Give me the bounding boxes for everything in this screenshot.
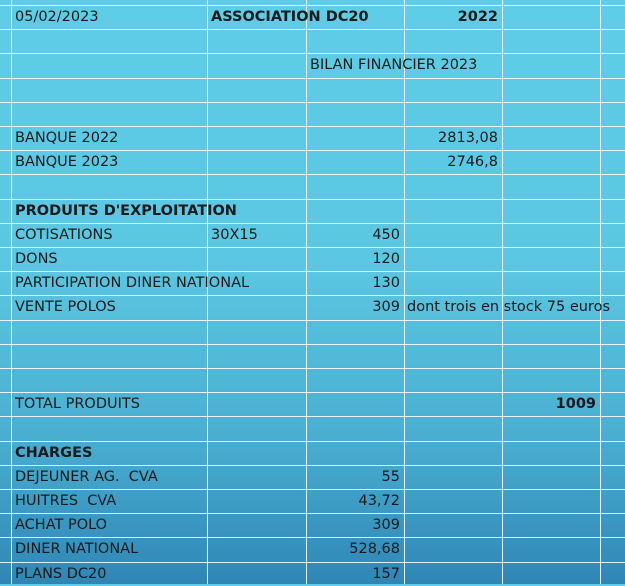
vente-polos-note[interactable]: dont trois en stock 75 euros <box>407 299 610 315</box>
grid-row-line <box>0 513 625 514</box>
grid-row-line <box>0 102 625 103</box>
year-cell[interactable]: 2022 <box>457 9 498 25</box>
grid-column-line <box>404 0 405 584</box>
bilan-title-cell[interactable]: BILAN FINANCIER 2023 <box>310 57 478 73</box>
banque-2022-value[interactable]: 2813,08 <box>438 130 498 146</box>
vente-polos-value[interactable]: 309 <box>372 299 400 315</box>
dejeuner-value[interactable]: 55 <box>381 469 400 485</box>
plans-dc20-label[interactable]: PLANS DC20 <box>15 566 107 582</box>
dons-value[interactable]: 120 <box>372 251 400 267</box>
total-produits-value[interactable]: 1009 <box>555 396 596 412</box>
grid-row-line <box>0 562 625 563</box>
grid-row-line <box>0 320 625 321</box>
diner-national-value[interactable]: 528,68 <box>349 541 400 557</box>
dejeuner-label[interactable]: DEJEUNER AG. CVA <box>15 469 158 485</box>
date-cell[interactable]: 05/02/2023 <box>15 9 99 25</box>
grid-row-line <box>0 392 625 393</box>
banque-2022-label[interactable]: BANQUE 2022 <box>15 130 119 146</box>
participation-label[interactable]: PARTICIPATION DINER NATIONAL <box>15 275 250 291</box>
grid-column-line <box>502 0 503 584</box>
grid-row-line <box>0 5 625 6</box>
cotisations-value[interactable]: 450 <box>372 227 400 243</box>
grid-column-line <box>306 0 307 584</box>
huitres-value[interactable]: 43,72 <box>358 493 400 509</box>
association-title-cell[interactable]: ASSOCIATION DC20 <box>211 9 369 25</box>
grid-row-line <box>0 126 625 127</box>
achat-polo-label[interactable]: ACHAT POLO <box>15 517 108 533</box>
grid-row-line <box>0 150 625 151</box>
grid-row-line <box>0 223 625 224</box>
grid-row-line <box>0 199 625 200</box>
produits-title-cell[interactable]: PRODUITS D'EXPLOITATION <box>15 203 237 219</box>
grid-row-line <box>0 489 625 490</box>
huitres-label[interactable]: HUITRES CVA <box>15 493 117 509</box>
charges-title-cell[interactable]: CHARGES <box>15 445 93 461</box>
grid-row-line <box>0 174 625 175</box>
grid-row-line <box>0 247 625 248</box>
grid-row-line <box>0 29 625 30</box>
plans-dc20-value[interactable]: 157 <box>372 566 400 582</box>
grid-row-line <box>0 271 625 272</box>
grid-row-line <box>0 53 625 54</box>
grid-column-line <box>600 0 601 584</box>
grid-row-line <box>0 465 625 466</box>
grid-row-line <box>0 416 625 417</box>
grid-row-line <box>0 295 625 296</box>
grid-row-line <box>0 537 625 538</box>
dons-label[interactable]: DONS <box>15 251 58 267</box>
participation-value[interactable]: 130 <box>372 275 400 291</box>
cotisations-label[interactable]: COTISATIONS <box>15 227 113 243</box>
banque-2023-value[interactable]: 2746,8 <box>447 154 498 170</box>
achat-polo-value[interactable]: 309 <box>372 517 400 533</box>
grid-row-line <box>0 344 625 345</box>
grid-row-line <box>0 78 625 79</box>
grid-row-line <box>0 368 625 369</box>
total-produits-label[interactable]: TOTAL PRODUITS <box>15 396 140 412</box>
vente-polos-label[interactable]: VENTE POLOS <box>15 299 116 315</box>
banque-2023-label[interactable]: BANQUE 2023 <box>15 154 119 170</box>
cotisations-detail[interactable]: 30X15 <box>211 227 258 243</box>
grid-column-line <box>11 0 12 584</box>
grid-column-line <box>207 0 208 584</box>
diner-national-label[interactable]: DINER NATIONAL <box>15 541 139 557</box>
grid-row-line <box>0 441 625 442</box>
